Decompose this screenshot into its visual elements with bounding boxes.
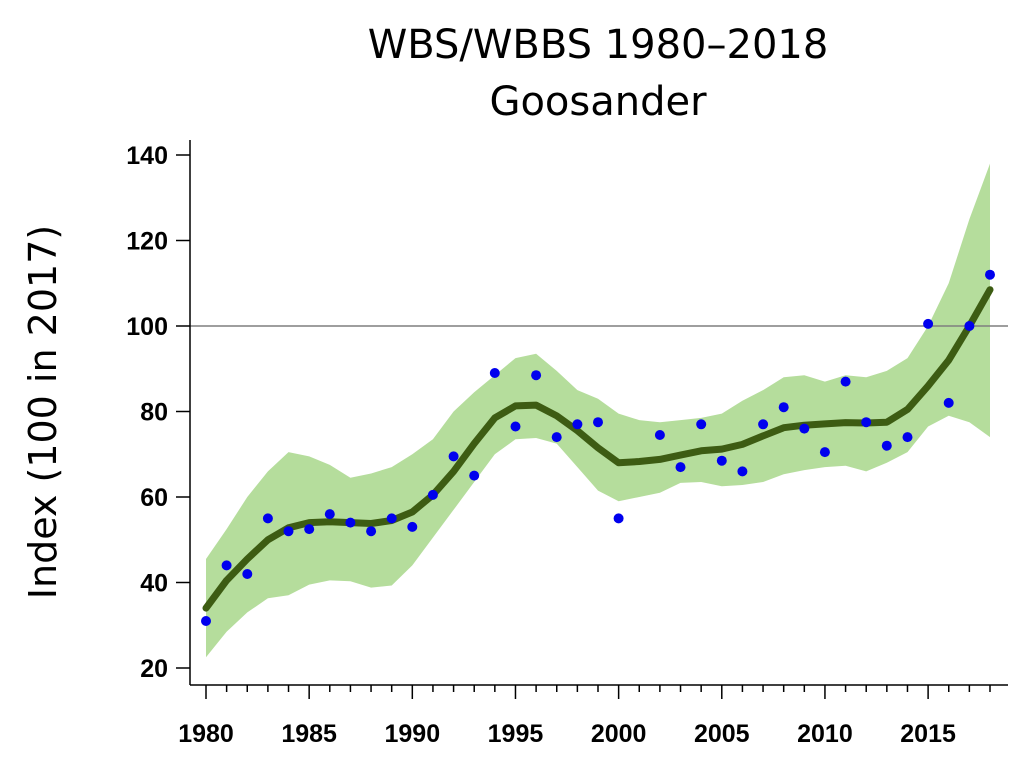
data-point bbox=[366, 526, 377, 537]
data-point bbox=[551, 432, 562, 443]
data-point bbox=[572, 419, 583, 430]
y-tick-label: 140 bbox=[126, 142, 168, 170]
data-point bbox=[386, 513, 397, 524]
plot-area: 20 40 60 80 100 120 140 1980 1985 1990 1995 2000 200… bbox=[126, 140, 1008, 748]
x-tick-label: 1990 bbox=[385, 720, 441, 748]
y-tick-label: 100 bbox=[126, 313, 168, 341]
data-point bbox=[593, 417, 603, 428]
data-point bbox=[819, 447, 830, 458]
chart-title: WBS/WBBS 1980–2018 bbox=[368, 22, 829, 68]
data-point bbox=[716, 455, 727, 466]
data-point bbox=[902, 432, 913, 443]
data-point bbox=[201, 616, 211, 626]
data-point bbox=[613, 513, 624, 524]
data-point bbox=[675, 462, 686, 473]
y-tick-label: 80 bbox=[140, 399, 168, 427]
data-point bbox=[778, 402, 789, 413]
data-point bbox=[923, 318, 934, 329]
data-point bbox=[654, 430, 665, 440]
data-point bbox=[696, 419, 707, 430]
x-tick-label: 2000 bbox=[591, 720, 647, 748]
y-tick-label: 120 bbox=[126, 228, 168, 256]
data-point bbox=[531, 370, 542, 381]
data-point bbox=[964, 321, 975, 331]
x-tick-label: 2005 bbox=[694, 720, 750, 748]
y-tick-label: 60 bbox=[140, 484, 168, 512]
data-point bbox=[407, 521, 418, 532]
data-point bbox=[427, 489, 438, 500]
data-point bbox=[737, 466, 748, 477]
data-point bbox=[840, 376, 851, 387]
smoothed-trend-line bbox=[202, 286, 994, 612]
confidence-band bbox=[206, 163, 990, 658]
y-axis-label: Index (100 in 2017) bbox=[21, 225, 65, 599]
data-point bbox=[448, 451, 459, 462]
data-point bbox=[510, 421, 521, 432]
x-tick-label: 1980 bbox=[178, 720, 234, 748]
chart-subtitle: Goosander bbox=[489, 79, 707, 125]
data-point bbox=[489, 368, 500, 378]
x-tick-label: 1995 bbox=[488, 720, 544, 748]
data-point bbox=[881, 440, 892, 451]
data-point bbox=[242, 569, 253, 579]
data-point bbox=[985, 269, 995, 280]
data-point bbox=[469, 470, 480, 481]
x-tick-label: 2015 bbox=[900, 720, 956, 748]
data-point bbox=[283, 526, 294, 537]
data-point bbox=[758, 419, 769, 430]
data-point bbox=[324, 509, 335, 520]
y-tick-label: 40 bbox=[140, 570, 168, 598]
y-tick-label: 20 bbox=[140, 655, 168, 683]
data-point bbox=[861, 417, 872, 428]
data-point bbox=[262, 513, 273, 524]
x-tick-label: 1985 bbox=[281, 720, 337, 748]
data-point bbox=[304, 524, 315, 535]
data-point bbox=[345, 517, 356, 528]
x-tick-label: 2010 bbox=[797, 720, 853, 748]
data-point bbox=[943, 397, 954, 408]
data-point bbox=[221, 560, 232, 571]
data-point bbox=[799, 423, 810, 434]
